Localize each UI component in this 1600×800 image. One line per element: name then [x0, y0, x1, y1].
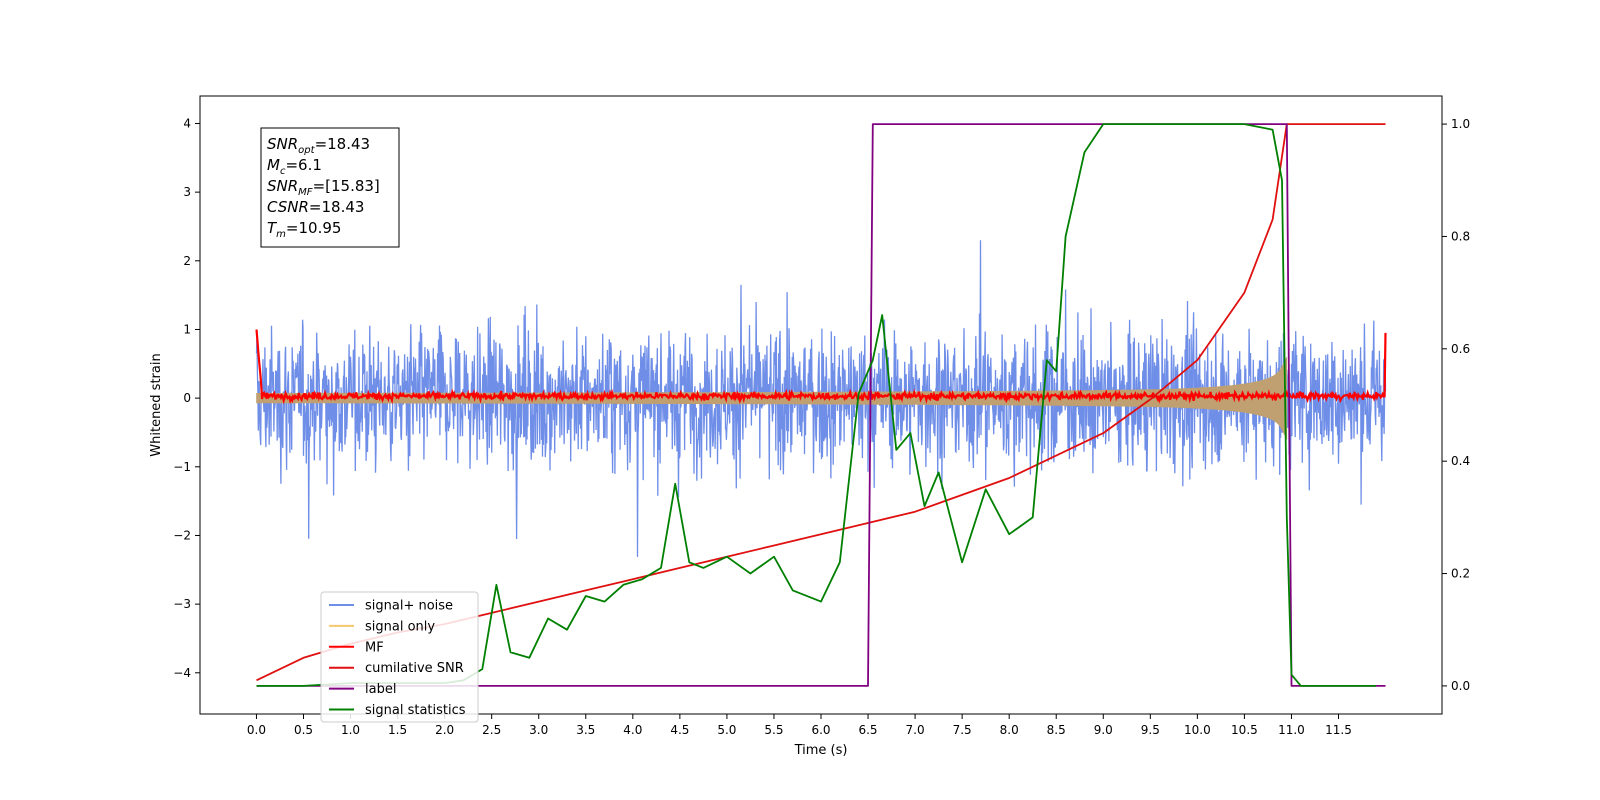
annotation-box: SNRopt=18.43Mc=6.1SNRMF=[15.83]CSNR=18.4…: [260, 127, 400, 248]
y2-tick-label: 0.0: [1451, 679, 1470, 693]
series-signal-statistics: [256, 123, 1377, 687]
x-tick-label: 4.0: [623, 723, 642, 737]
y2-tick-label: 0.4: [1451, 454, 1470, 468]
x-tick-label: 7.0: [906, 723, 925, 737]
y-axis-label: Whitened strain: [149, 353, 164, 456]
legend-entry-label: signal+ noise: [365, 599, 453, 614]
x-tick-label: 11.5: [1325, 723, 1352, 737]
x-tick-label: 0.5: [294, 723, 313, 737]
x-tick-label: 10.0: [1184, 723, 1211, 737]
x-tick-label: 0.0: [247, 723, 266, 737]
x-tick-label: 1.0: [341, 723, 360, 737]
annotation-line: SNRMF=[15.83]: [267, 177, 380, 198]
x-tick-label: 6.0: [811, 723, 830, 737]
legend-entry-label: label: [365, 682, 396, 697]
legend: signal+ noise signal only MF cumilative SNR…: [320, 591, 479, 723]
series-signal-noise: [255, 240, 1387, 557]
y2-tick-label: 0.6: [1451, 342, 1470, 356]
y-tick-label: 4: [183, 116, 191, 130]
series-mf: [255, 329, 1387, 405]
x-tick-label: 11.0: [1278, 723, 1305, 737]
series-signal-only: [256, 356, 1288, 440]
y2-tick-label: 0.8: [1451, 229, 1470, 243]
annotation-line: CSNR=18.43: [267, 198, 364, 216]
x-tick-label: 9.0: [1094, 723, 1113, 737]
annotation-line: SNRopt=18.43: [267, 135, 370, 156]
annotation-line: Mc=6.1: [267, 156, 322, 177]
legend-entry-label: cumilative SNR: [365, 661, 464, 676]
y2-tick-label: 1.0: [1451, 117, 1470, 131]
x-tick-label: 5.5: [764, 723, 783, 737]
y-tick-label: −1: [173, 460, 191, 474]
annotation-line: Tm=10.95: [267, 219, 341, 240]
y-tick-label: 2: [183, 254, 191, 268]
x-tick-label: 2.0: [435, 723, 454, 737]
x-tick-label: 1.5: [388, 723, 407, 737]
x-tick-label: 10.5: [1231, 723, 1258, 737]
x-tick-label: 5.0: [717, 723, 736, 737]
x-tick-label: 6.5: [858, 723, 877, 737]
legend-entry-label: MF: [365, 640, 384, 655]
x-tick-label: 4.5: [670, 723, 689, 737]
y-tick-label: −3: [173, 597, 191, 611]
legend-entry-label: signal statistics: [365, 703, 466, 718]
y-tick-label: −4: [173, 666, 191, 680]
x-tick-label: 8.0: [1000, 723, 1019, 737]
x-tick-label: 9.5: [1141, 723, 1160, 737]
y2-tick-label: 0.2: [1451, 567, 1470, 581]
x-tick-label: 8.5: [1047, 723, 1066, 737]
x-tick-label: 3.5: [576, 723, 595, 737]
legend-frame: [320, 591, 479, 723]
legend-entry-label: signal only: [365, 619, 435, 634]
x-axis-label: Time (s): [794, 743, 848, 758]
y-tick-label: −2: [173, 528, 191, 542]
x-tick-label: 7.5: [953, 723, 972, 737]
x-tick-label: 3.0: [529, 723, 548, 737]
series-layer: [255, 123, 1387, 687]
y-tick-label: 0: [183, 391, 191, 405]
axes-layer: 0.0 0.5 1.0 1.5 2.0 2.5 3.0 3.5 4.0 4.5 5.0 5.5 6.0 6…: [173, 116, 1470, 737]
annotation-frame: [260, 127, 400, 248]
y-tick-label: 1: [183, 322, 191, 336]
x-tick-label: 2.5: [482, 723, 501, 737]
y-tick-label: 3: [183, 185, 191, 199]
